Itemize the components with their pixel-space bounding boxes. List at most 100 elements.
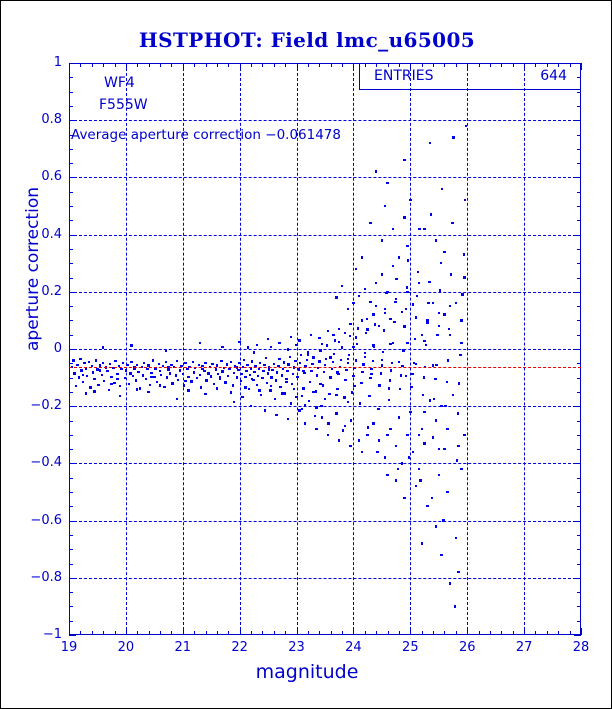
data-point: [381, 350, 385, 354]
data-point: [142, 361, 146, 364]
axis-tick-minor: [489, 631, 491, 635]
data-point: [403, 496, 406, 499]
data-point: [363, 352, 366, 355]
data-point: [382, 329, 386, 332]
x-tick-label: 23: [288, 640, 305, 655]
data-point: [351, 391, 354, 394]
data-point: [93, 377, 96, 381]
axis-tick-minor: [501, 63, 503, 67]
data-point: [436, 334, 439, 337]
data-point: [338, 439, 341, 442]
data-point: [396, 467, 399, 471]
axis-tick-minor: [69, 91, 73, 93]
data-point: [268, 368, 271, 371]
data-point: [402, 349, 405, 352]
axis-tick-minor: [577, 320, 581, 322]
data-point: [96, 368, 99, 371]
data-point: [437, 312, 440, 315]
axis-tick: [239, 628, 241, 635]
data-point: [228, 367, 231, 371]
axis-tick-minor: [69, 191, 73, 193]
y-axis-title: aperture correction: [23, 187, 43, 351]
data-point: [163, 385, 166, 388]
data-point: [430, 496, 434, 499]
axis-tick-minor: [577, 420, 581, 422]
data-point: [440, 405, 443, 408]
axis-tick-minor: [569, 631, 571, 635]
data-point: [353, 384, 356, 388]
data-point: [262, 369, 265, 373]
data-point: [297, 368, 301, 371]
data-point: [212, 382, 216, 386]
data-point: [392, 227, 395, 231]
data-point: [131, 374, 134, 378]
data-point: [332, 334, 335, 337]
x-tick-label: 24: [345, 640, 362, 655]
data-point: [425, 343, 428, 346]
axis-tick-minor: [577, 492, 581, 493]
data-point: [355, 336, 358, 339]
data-point: [320, 405, 323, 408]
data-point: [431, 364, 435, 367]
data-point: [389, 369, 393, 372]
data-point: [420, 427, 423, 431]
data-point: [398, 387, 402, 391]
data-point: [84, 367, 88, 370]
axis-tick-minor: [330, 631, 332, 635]
data-point: [199, 386, 203, 389]
data-point: [247, 346, 250, 349]
data-point: [121, 362, 125, 365]
data-point: [329, 356, 332, 359]
data-point: [174, 374, 178, 377]
page-title: HSTPHOT: Field lmc_u65005: [138, 28, 476, 52]
data-point: [353, 366, 356, 370]
data-point: [244, 386, 247, 389]
data-point: [459, 353, 462, 356]
data-point: [87, 360, 91, 364]
axis-tick-minor: [577, 206, 581, 207]
data-point: [182, 384, 186, 387]
data-point: [278, 358, 281, 361]
data-point: [419, 479, 422, 482]
axis-tick-minor: [69, 163, 73, 165]
data-point: [379, 372, 382, 375]
data-point: [86, 374, 89, 378]
data-point: [452, 136, 455, 139]
data-point: [124, 369, 128, 372]
data-point: [347, 354, 351, 357]
axis-tick-minor: [285, 63, 287, 67]
axis-tick-minor: [577, 449, 581, 451]
data-point: [383, 307, 386, 311]
axis-tick-minor: [546, 63, 548, 67]
grid-line-horizontal: [69, 577, 581, 579]
data-point: [397, 256, 401, 259]
data-point: [404, 374, 407, 378]
axis-tick-minor: [577, 334, 581, 336]
data-point: [370, 367, 373, 371]
axis-tick-minor: [69, 449, 73, 451]
axis-tick: [353, 628, 355, 635]
data-point: [117, 364, 121, 368]
axis-tick-minor: [319, 631, 321, 635]
data-point: [158, 384, 162, 387]
data-point: [360, 381, 363, 384]
axis-tick-minor: [376, 631, 378, 635]
data-point: [129, 372, 132, 375]
x-tick-label: 28: [572, 640, 590, 655]
axis-tick-minor: [577, 563, 581, 565]
data-point: [303, 371, 306, 375]
data-point: [375, 282, 378, 285]
axis-tick-minor: [319, 63, 321, 67]
data-point: [91, 371, 95, 374]
data-point: [407, 456, 411, 459]
axis-tick-minor: [69, 620, 73, 622]
data-point: [153, 375, 156, 378]
data-point: [321, 384, 324, 387]
axis-tick: [353, 63, 355, 70]
axis-tick: [182, 628, 184, 635]
data-point: [423, 227, 426, 231]
data-point: [221, 345, 224, 348]
data-point: [113, 381, 116, 384]
data-point: [264, 409, 267, 412]
data-point: [443, 313, 446, 316]
